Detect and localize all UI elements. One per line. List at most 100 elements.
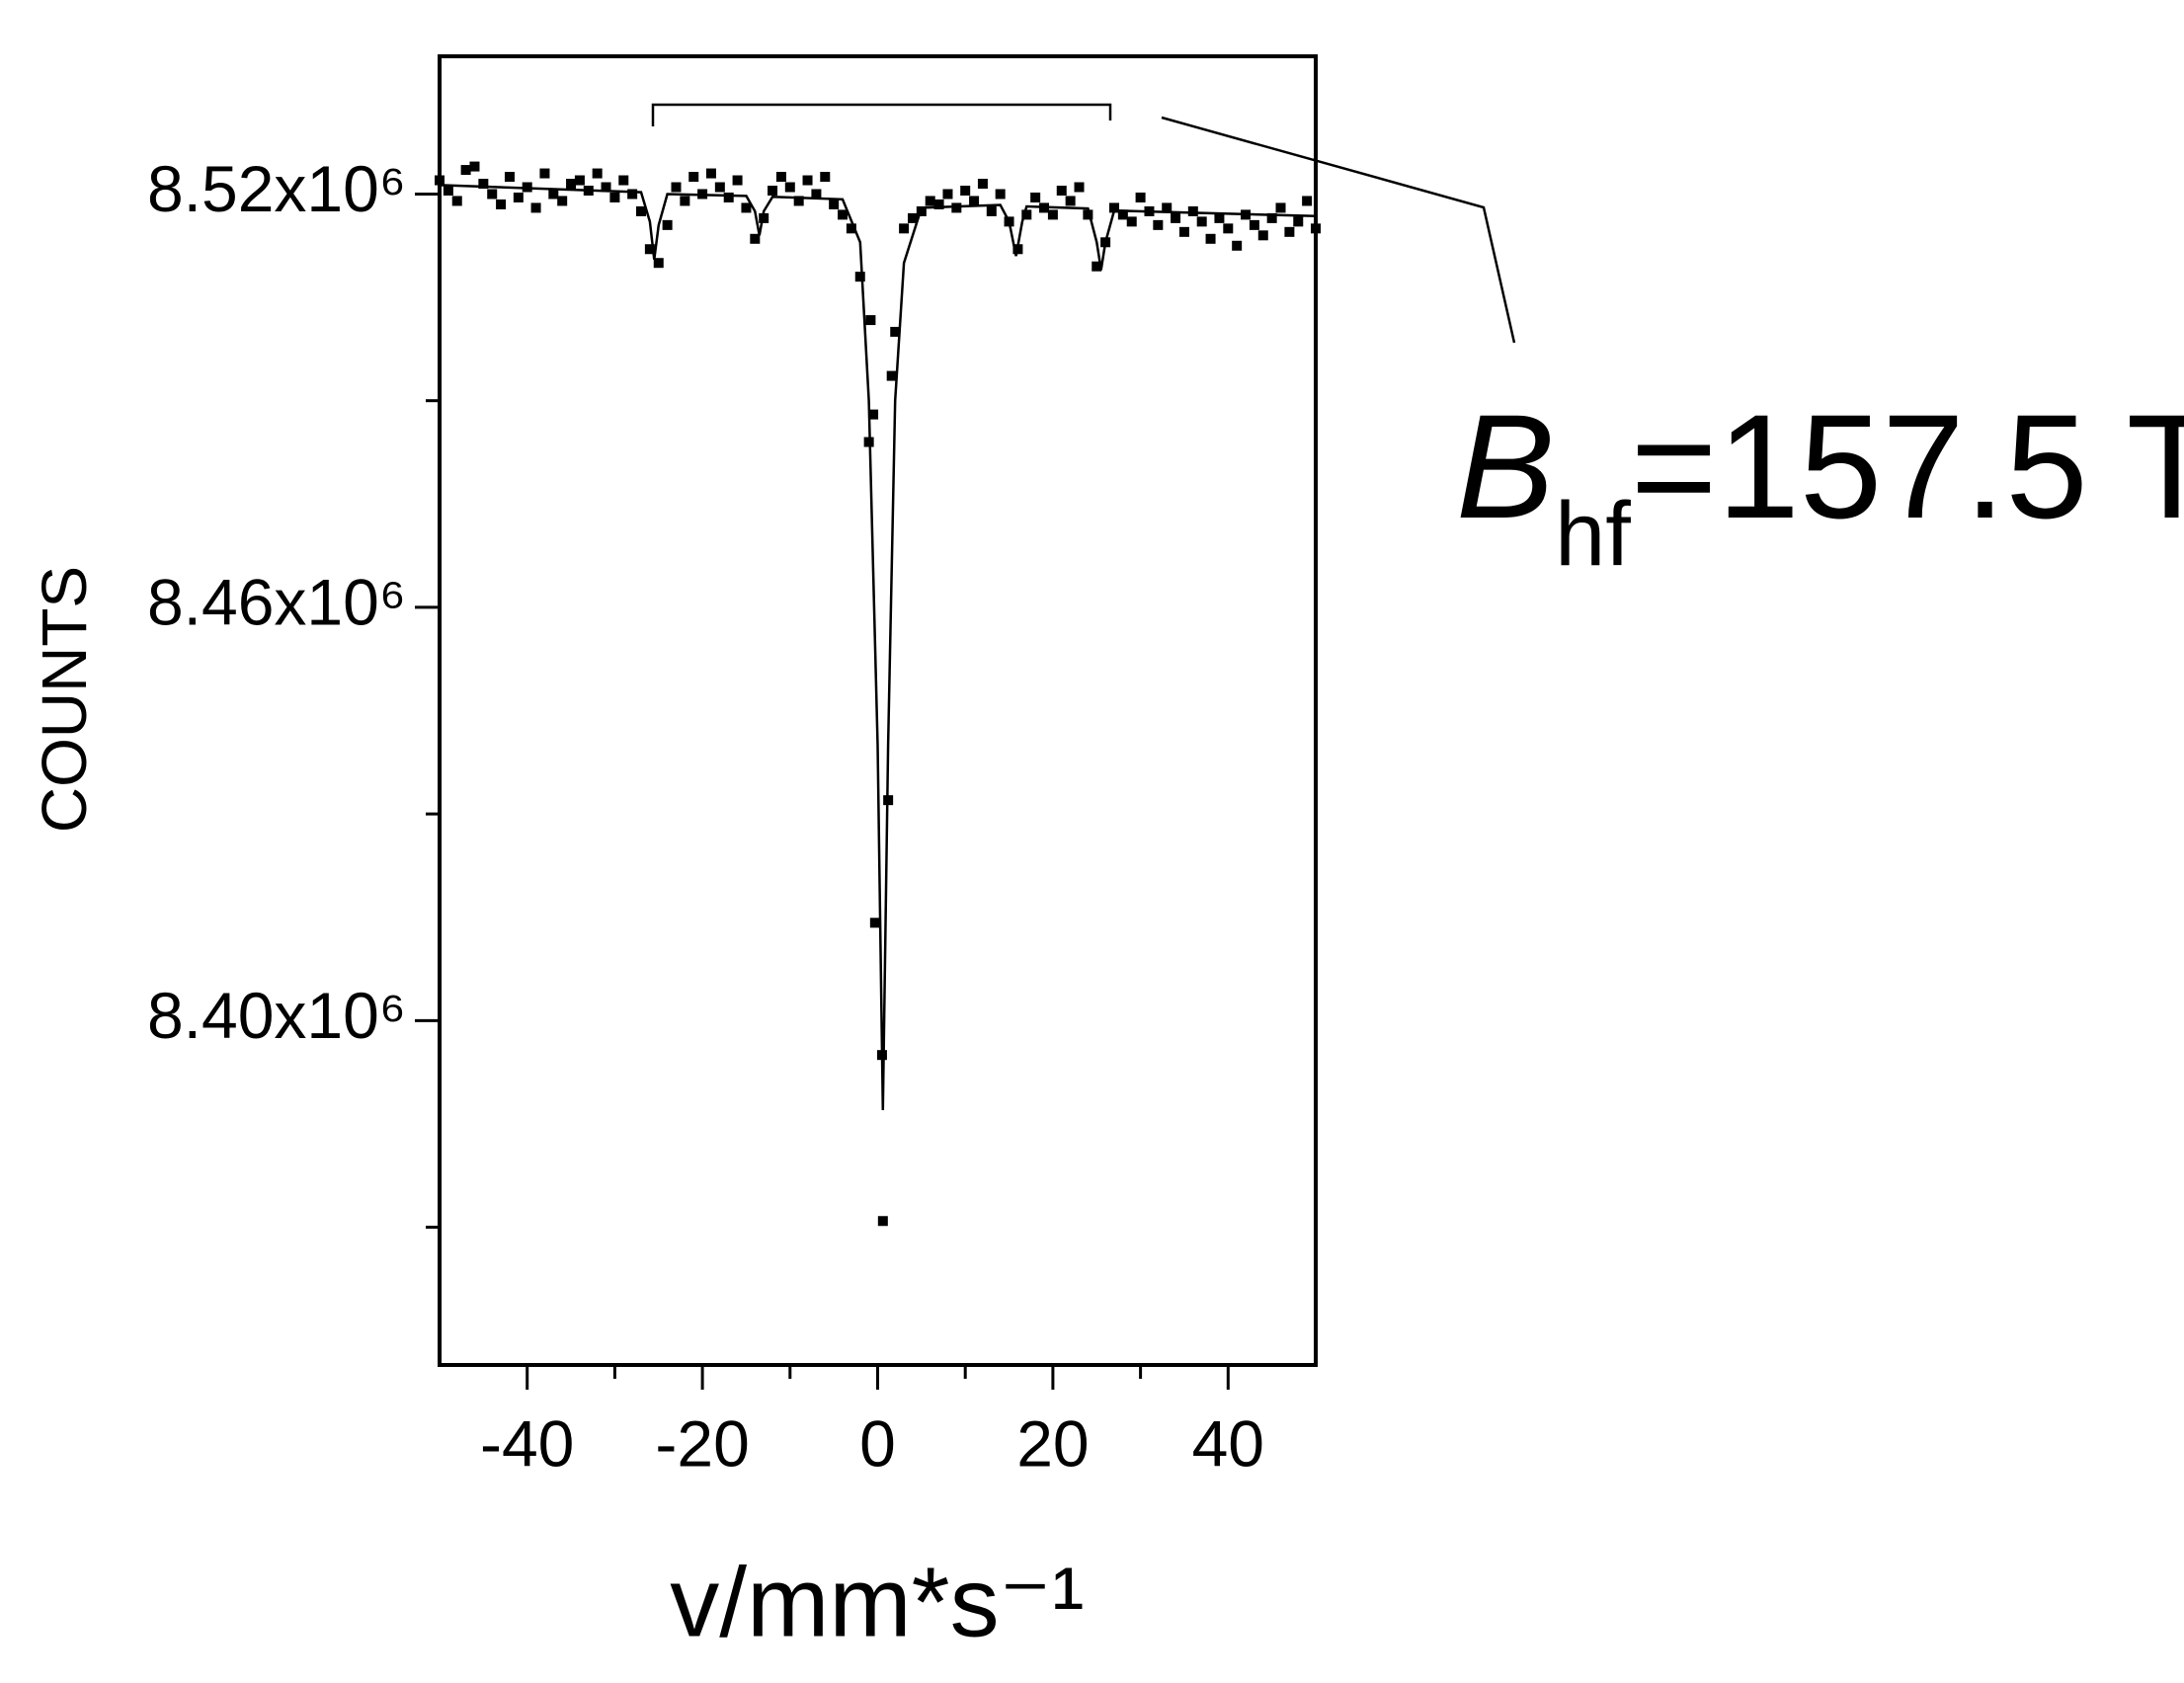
data-point [838,209,849,220]
data-point [942,189,953,200]
data-point [609,192,620,202]
leader-line [1161,116,1516,344]
data-point [469,161,480,172]
data-point [705,168,716,179]
data-point [688,172,699,183]
data-point [592,168,603,179]
data-point [846,223,856,234]
data-point [539,168,550,179]
x-tick-label: -20 [655,1406,749,1480]
data-point [865,315,876,326]
data-point [574,175,585,186]
data-point [1126,216,1137,227]
y-tick-label: 8.46x10⁶ [147,565,406,638]
data-point [504,172,515,183]
data-point [618,175,629,186]
data-point [530,202,541,213]
data-point [627,189,638,200]
data-point [443,185,453,196]
data-point [671,182,682,193]
data-point [723,192,734,202]
data-point [960,185,971,196]
data-point [820,172,831,183]
x-tick-label: 20 [1016,1406,1089,1480]
data-point [1030,192,1041,202]
data-point [1117,209,1128,220]
data-point [986,205,997,216]
data-point [1153,219,1164,230]
data-point [886,370,897,381]
y-axis-label: COUNTS [29,566,100,833]
data-point [680,196,690,206]
data-point [1178,226,1189,237]
data-point [1205,233,1216,244]
data-point [557,196,568,206]
data-point [460,165,471,176]
bracket [651,103,1112,126]
fit-line [439,184,1317,1111]
data-point [1092,261,1102,272]
data-point [1196,216,1207,227]
data-point [869,918,880,928]
data-point [1065,196,1076,206]
data-point [1302,196,1313,206]
data-point [1074,182,1085,193]
data-point [548,189,559,200]
data-point [1249,219,1259,230]
annotation-subscript: hf [1555,484,1631,585]
data-point [1275,202,1286,213]
data-point [513,192,524,202]
data-point [811,189,822,200]
data-point [750,233,761,244]
data-point [478,179,489,190]
data-point [1171,212,1181,223]
data-point [1284,226,1295,237]
data-point [829,199,840,209]
data-point [1266,212,1277,223]
y-tick-label: 8.40x10⁶ [147,979,406,1052]
annotation-symbol: B [1456,383,1555,549]
data-point [877,1216,888,1227]
annotation-text: =157.5 T [1631,383,2184,549]
data-point [662,219,673,230]
data-point [1162,202,1173,213]
data-point [1214,212,1225,223]
data-point [636,205,647,216]
data-point [566,179,577,190]
data-point [601,182,611,193]
data-point [435,175,445,186]
data-point [496,199,507,209]
y-tick-label: 8.52x10⁶ [147,152,406,225]
data-point [775,172,786,183]
data-point [890,326,901,337]
data-point [1047,209,1058,220]
data-point [1223,223,1234,234]
data-point [1232,240,1243,251]
data-point [1108,202,1119,213]
data-point [653,258,664,269]
data-point [977,179,988,190]
annotation-bracket [651,103,1516,344]
data-point [899,223,910,234]
data-point [1257,230,1268,241]
data-point [741,202,752,213]
data-point [969,196,980,206]
data-point [995,189,1006,200]
data-point [951,202,962,213]
x-tick-label: 40 [1192,1406,1264,1480]
data-point [854,272,865,282]
data-point [1021,209,1032,220]
data-point [451,196,462,206]
x-tick-label: -40 [480,1406,574,1480]
data-point [1083,209,1093,220]
data-point [1311,223,1321,234]
data-point [784,182,795,193]
data-point [1293,216,1304,227]
x-axis-label: v/mm*s⁻¹ [670,1547,1084,1657]
data-point [907,212,918,223]
data-point [1187,205,1198,216]
data-point [793,196,804,206]
data-point [768,185,778,196]
data-point [802,175,813,186]
